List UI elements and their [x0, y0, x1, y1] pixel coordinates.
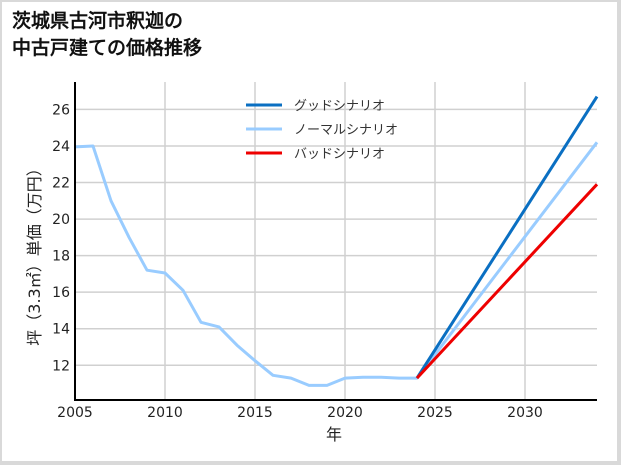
series-line: [74, 141, 599, 387]
y-tick-label: 20: [52, 212, 70, 228]
y-tick-label: 22: [52, 176, 70, 192]
x-tick-label: 2025: [417, 405, 453, 421]
y-tick-label: 14: [52, 322, 70, 338]
x-tick-label: 2005: [57, 405, 93, 421]
data-series: [74, 95, 599, 387]
x-tick-label: 2020: [327, 405, 363, 421]
axis-ticks: 12 14 16 18 20 22 24 26 2005 2010 2015 2020 2025 2030: [52, 102, 543, 421]
axes: [74, 82, 597, 401]
x-tick-label: 2015: [237, 405, 273, 421]
y-tick-label: 24: [52, 139, 70, 155]
title-line-1: 茨城県古河市釈迦の: [12, 10, 184, 32]
x-axis-label: 年: [326, 425, 342, 444]
legend-label: バッドシナリオ: [294, 147, 385, 162]
y-tick-label: 12: [52, 358, 70, 374]
y-tick-label: 18: [52, 249, 70, 265]
y-axis-label: 坪（3.3㎡）単価（万円）: [25, 160, 44, 345]
x-tick-label: 2030: [507, 405, 543, 421]
series-line: [415, 95, 599, 379]
legend-label: ノーマルシナリオ: [294, 123, 398, 138]
series-line: [415, 183, 599, 380]
chart-title: 茨城県古河市釈迦の 中古戸建ての価格推移: [12, 8, 202, 62]
legend-label: グッドシナリオ: [294, 99, 385, 114]
x-tick-label: 2010: [147, 405, 183, 421]
title-line-2: 中古戸建ての価格推移: [12, 37, 203, 59]
y-tick-label: 16: [52, 285, 70, 301]
y-tick-label: 26: [52, 102, 70, 118]
